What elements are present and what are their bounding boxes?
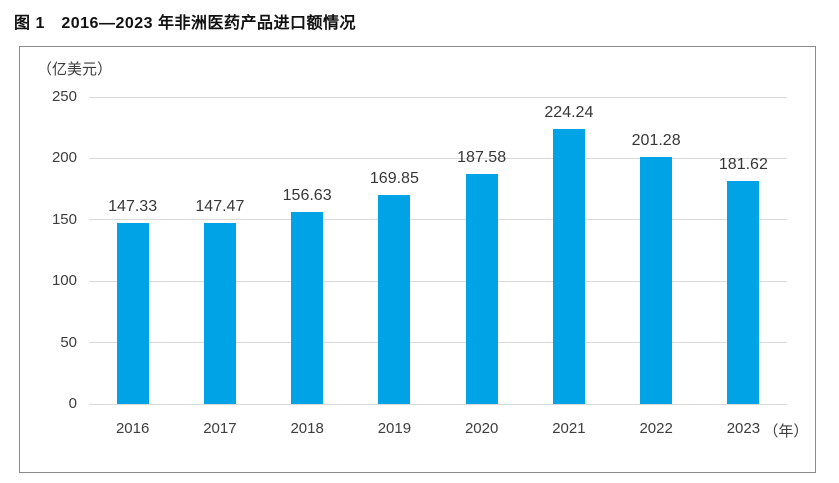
bar	[203, 222, 236, 404]
bar	[378, 195, 411, 404]
y-axis-unit-label: （亿美元）	[37, 61, 113, 78]
bar	[116, 223, 149, 404]
x-tick-label: 2021	[552, 420, 586, 437]
value-label: 169.85	[369, 170, 419, 188]
y-tick-label: 150	[51, 210, 77, 228]
x-tick-label: 2018	[290, 420, 324, 437]
figure-caption: 图 1 2016—2023 年非洲医药产品进口额情况	[14, 15, 356, 32]
y-tick-label: 0	[68, 395, 77, 412]
x-tick-label: 2017	[203, 420, 237, 437]
x-tick-label: 2019	[377, 420, 412, 437]
bar	[465, 173, 498, 404]
value-label: 181.62	[718, 155, 768, 173]
y-tick-label: 50	[60, 333, 77, 351]
gridline	[89, 342, 787, 344]
x-tick-label: 2022	[639, 420, 673, 437]
bar	[727, 180, 760, 404]
x-axis-unit-label: （年）	[763, 423, 809, 440]
value-label: 156.63	[282, 186, 332, 204]
gridline	[89, 96, 787, 98]
gridline	[89, 280, 787, 282]
gridline	[89, 403, 787, 405]
x-tick-label: 2016	[115, 420, 150, 437]
value-label: 187.58	[457, 148, 507, 166]
bar	[552, 128, 585, 404]
x-tick-label: 2020	[464, 420, 499, 437]
y-tick-label: 100	[51, 272, 77, 290]
value-label: 147.47	[195, 197, 245, 215]
bar	[291, 211, 324, 404]
value-label: 201.28	[631, 131, 681, 149]
gridline	[89, 157, 787, 159]
value-label: 147.33	[108, 198, 158, 216]
gridline	[89, 219, 787, 221]
bar	[640, 156, 673, 404]
chart-frame: （亿美元） 0 50 100 150 200 250 147.33 2016 147.47 201…	[19, 46, 816, 473]
x-tick-label: 2023	[726, 420, 761, 437]
y-tick-label: 250	[51, 88, 77, 105]
y-tick-label: 200	[51, 149, 77, 167]
value-label: 224.24	[544, 103, 594, 121]
